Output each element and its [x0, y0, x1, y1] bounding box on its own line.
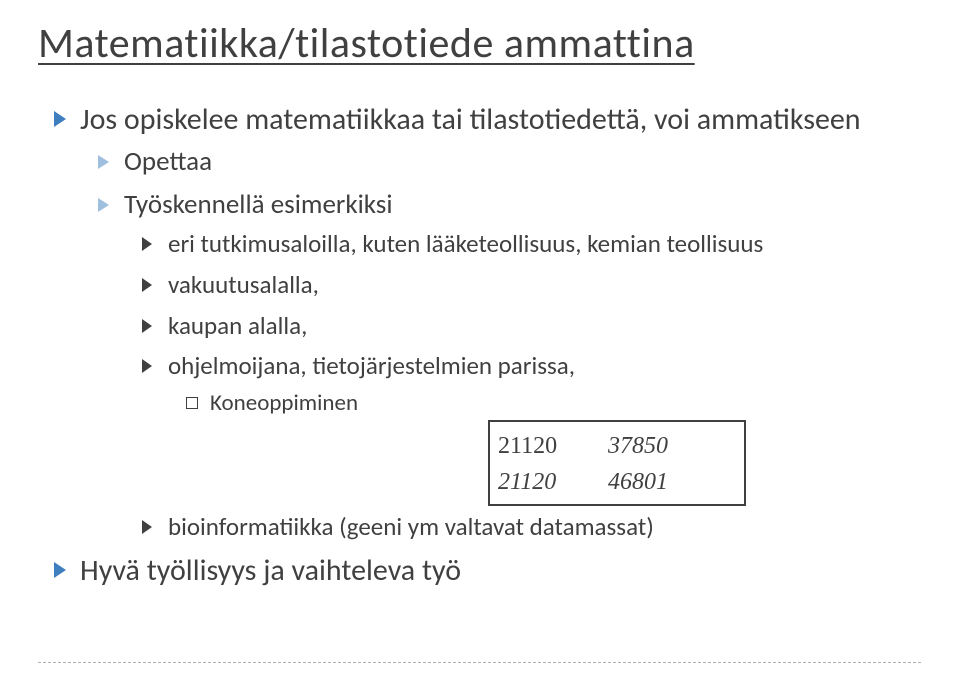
bullet-text: ohjelmoijana, tietojärjestelmien parissa…	[168, 350, 575, 381]
bullet-lvl3: kaupan alalla,	[138, 307, 921, 346]
bullet-text: Opettaa	[124, 145, 212, 178]
footer-divider	[38, 662, 921, 663]
bullet-text: Työskennellä esimerkiksi	[124, 188, 393, 221]
bullet-lvl4: Koneoppiminen	[182, 386, 921, 422]
bullet-lvl2: Opettaa	[94, 142, 921, 183]
figure-row: 21120 37850	[498, 428, 736, 464]
bullet-text: Hyvä työllisyys ja vaihteleva työ	[80, 552, 461, 589]
bullet-list-lvl4: Koneoppiminen	[168, 386, 921, 422]
bullet-text: vakuutusalalla,	[168, 269, 319, 300]
handwriting-example-box: 21120 37850 21120 46801	[488, 420, 746, 506]
bullet-text: Jos opiskelee matematiikkaa tai tilastot…	[80, 101, 861, 138]
figure-row: 21120 46801	[498, 464, 736, 500]
slide-title: Matematiikka/tilastotiede ammattina	[38, 18, 921, 69]
figure-cell-handwritten: 37850	[608, 433, 668, 460]
slide: Matematiikka/tilastotiede ammattina Jos …	[0, 0, 959, 691]
bullet-lvl3: eri tutkimusaloilla, kuten lääketeollisu…	[138, 225, 921, 264]
bullet-lvl3: ohjelmoijana, tietojärjestelmien parissa…	[138, 347, 921, 421]
figure-cell-handwritten: 46801	[608, 469, 668, 496]
bullet-list: Jos opiskelee matematiikkaa tai tilastot…	[38, 97, 921, 593]
bullet-lvl1: Hyvä työllisyys ja vaihteleva työ	[48, 548, 921, 593]
bullet-text: bioinformatiikka (geeni ym valtavat data…	[168, 511, 654, 542]
figure-cell-handwritten: 21120	[498, 469, 608, 496]
bullet-text: eri tutkimusaloilla, kuten lääketeollisu…	[168, 228, 763, 259]
bullet-text: Koneoppiminen	[210, 389, 358, 417]
bullet-lvl3: vakuutusalalla,	[138, 266, 921, 305]
bullet-lvl1: Jos opiskelee matematiikkaa tai tilastot…	[48, 97, 921, 546]
bullet-lvl3: bioinformatiikka (geeni ym valtavat data…	[138, 508, 921, 547]
bullet-text: kaupan alalla,	[168, 310, 307, 341]
figure-cell-printed: 21120	[498, 433, 608, 460]
